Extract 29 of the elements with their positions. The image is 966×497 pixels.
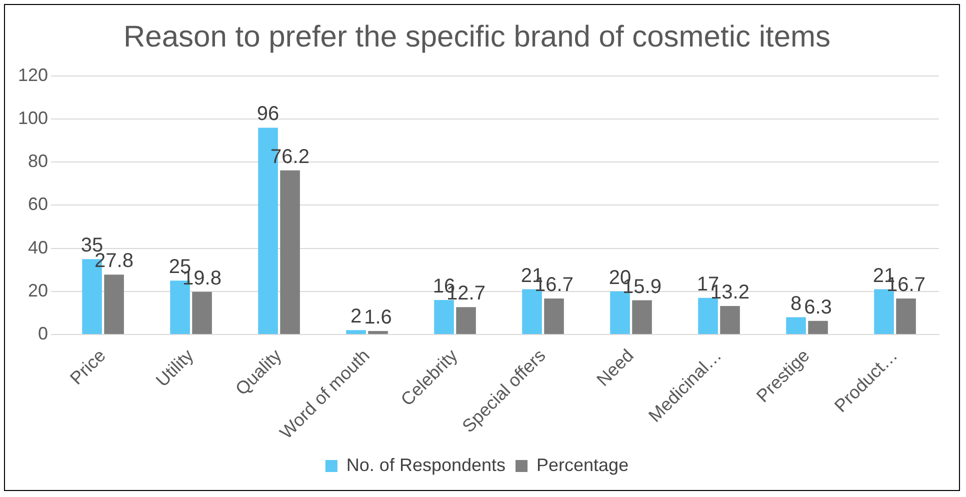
bar <box>434 300 454 334</box>
bar <box>786 317 806 334</box>
bar <box>368 331 388 334</box>
y-tick-label: 80 <box>28 151 48 172</box>
y-tick-label: 100 <box>18 108 48 128</box>
data-label: 8 <box>790 292 802 315</box>
y-tick-label: 0 <box>38 323 48 344</box>
bar <box>280 170 300 334</box>
data-label: 1.6 <box>364 306 392 329</box>
y-tick-label: 120 <box>18 64 48 85</box>
bar <box>346 330 366 334</box>
bar <box>456 307 476 334</box>
bar <box>544 298 564 334</box>
bar <box>104 274 124 334</box>
data-label: 6.3 <box>804 296 832 318</box>
y-tick-label: 60 <box>28 194 48 214</box>
bar <box>698 298 718 334</box>
bar <box>632 300 652 334</box>
y-tick-label: 40 <box>28 237 48 258</box>
bar <box>720 306 740 334</box>
bar <box>896 298 916 334</box>
chart-title: Reason to prefer the specific brand of cosmetic items <box>124 20 830 54</box>
bar <box>808 320 828 334</box>
y-tick-label: 20 <box>28 280 48 300</box>
bar <box>192 292 212 334</box>
legend-label: No. of Respondents <box>346 454 506 475</box>
data-label: 96 <box>256 103 280 126</box>
legend-label: Percentage <box>536 454 629 475</box>
data-label: 2 <box>350 306 362 328</box>
